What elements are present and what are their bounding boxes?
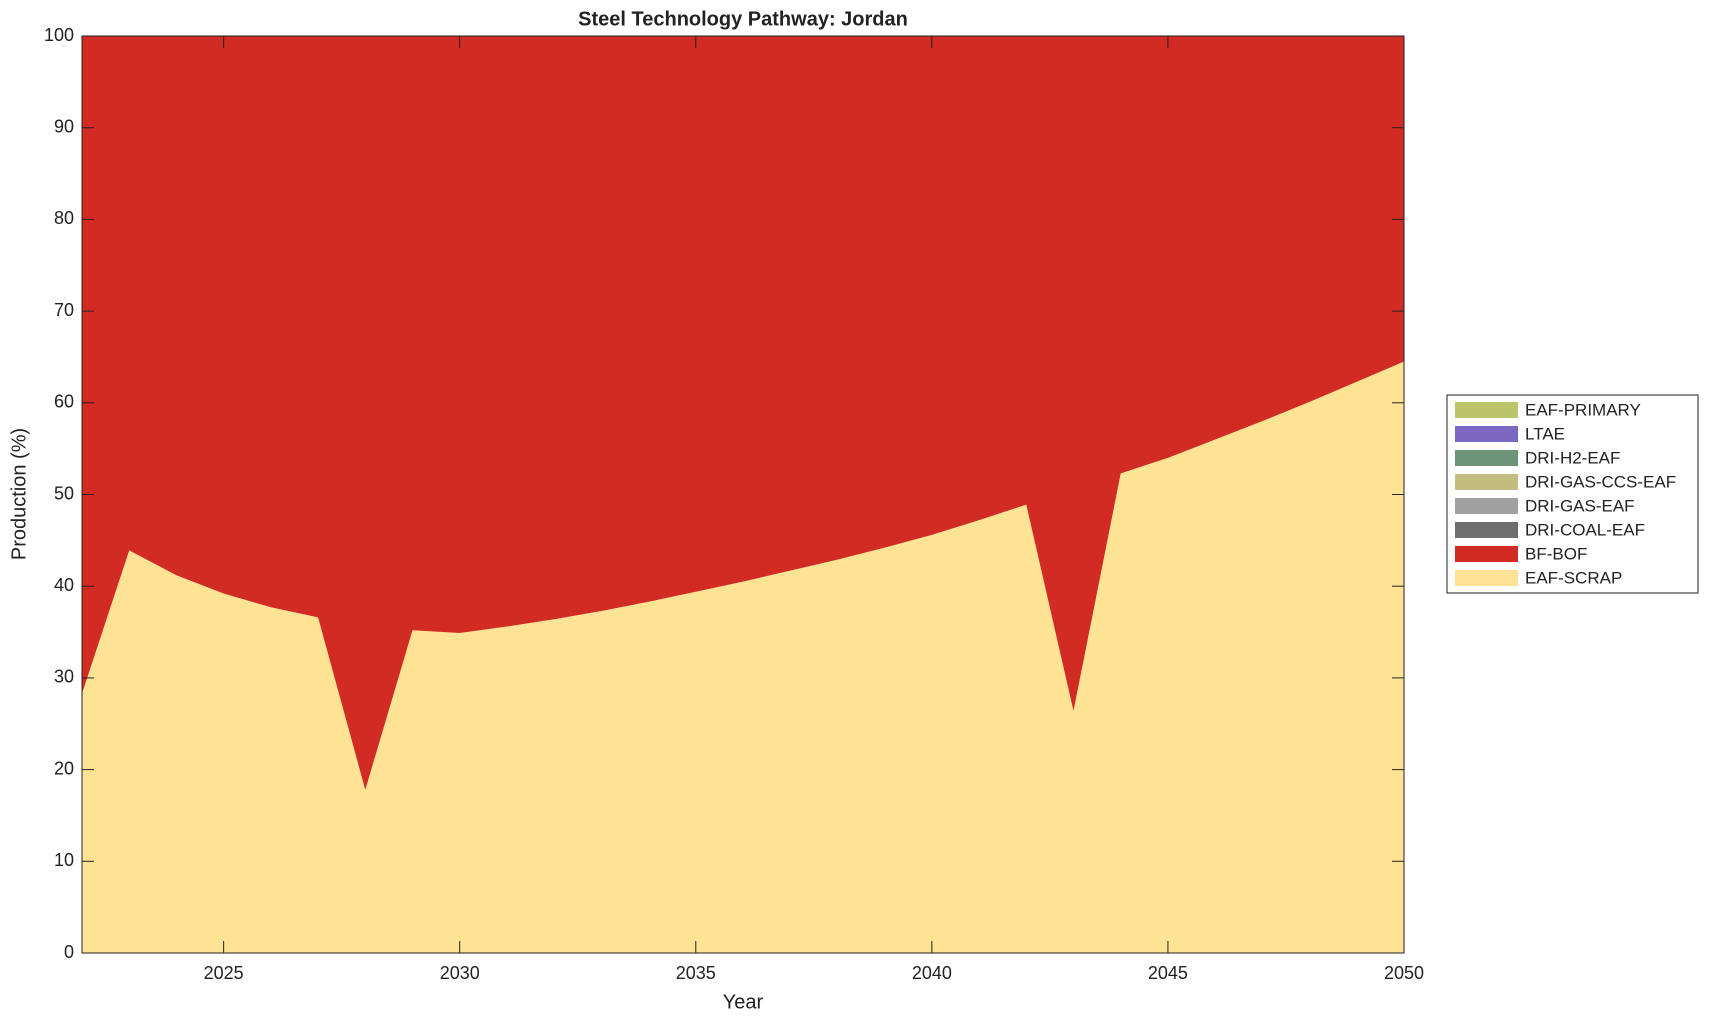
legend-swatch — [1455, 426, 1518, 442]
y-tick-label: 80 — [54, 208, 74, 228]
y-tick-label: 0 — [64, 942, 74, 962]
x-axis-label: Year — [723, 991, 764, 1013]
chart-title: Steel Technology Pathway: Jordan — [578, 8, 908, 30]
y-tick-label: 10 — [54, 850, 74, 870]
area — [82, 361, 1404, 953]
y-axis-label: Production (%) — [8, 428, 30, 560]
legend-label: EAF-SCRAP — [1525, 568, 1622, 587]
y-tick-label: 70 — [54, 300, 74, 320]
x-tick-label: 2030 — [440, 963, 480, 983]
legend-label: BF-BOF — [1525, 544, 1587, 563]
x-tick-label: 2040 — [912, 963, 952, 983]
y-tick-label: 40 — [54, 575, 74, 595]
y-tick-label: 60 — [54, 392, 74, 412]
legend-label: DRI-COAL-EAF — [1525, 520, 1645, 539]
legend-swatch — [1455, 546, 1518, 562]
y-tick-label: 100 — [44, 25, 74, 45]
legend-swatch — [1455, 402, 1518, 418]
y-tick-label: 90 — [54, 116, 74, 136]
x-tick-label: 2035 — [676, 963, 716, 983]
legend-label: DRI-GAS-EAF — [1525, 496, 1635, 515]
legend-label: EAF-PRIMARY — [1525, 400, 1641, 419]
legend-label: DRI-H2-EAF — [1525, 448, 1620, 467]
area — [82, 36, 1404, 790]
legend-swatch — [1455, 450, 1518, 466]
legend-label: DRI-GAS-CCS-EAF — [1525, 472, 1676, 491]
legend-swatch — [1455, 498, 1518, 514]
legend-swatch — [1455, 522, 1518, 538]
legend-swatch — [1455, 474, 1518, 490]
legend-label: LTAE — [1525, 424, 1565, 443]
y-tick-label: 30 — [54, 667, 74, 687]
legend-swatch — [1455, 570, 1518, 586]
x-tick-label: 2045 — [1148, 963, 1188, 983]
y-tick-label: 50 — [54, 483, 74, 503]
x-tick-label: 2025 — [204, 963, 244, 983]
x-tick-label: 2050 — [1384, 963, 1424, 983]
y-tick-label: 20 — [54, 758, 74, 778]
